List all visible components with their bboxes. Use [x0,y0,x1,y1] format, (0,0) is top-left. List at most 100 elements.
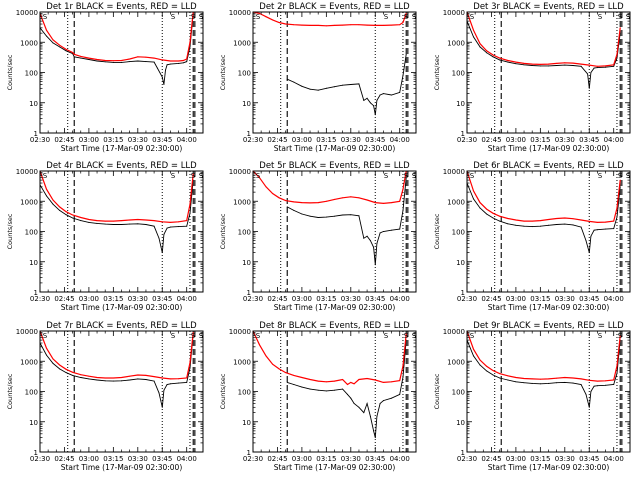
data-point-lld [479,43,481,45]
data-point-lld [342,24,344,26]
data-point-lld [539,220,541,222]
data-point-lld [96,220,98,222]
series-line-lld [39,170,194,224]
x-tick-label: 04:00 [390,455,410,463]
y-tick-label: 1000 [447,198,465,206]
data-point-lld [121,377,122,378]
x-axis-label: Start Time (17-Mar-09 02:30:00) [61,303,183,312]
data-point-events [363,412,365,414]
y-tick-label: 10 [29,259,38,267]
data-point-events [479,207,481,209]
data-point-events [112,224,114,225]
x-tick-label: 02:30 [457,295,477,303]
data-point-events [137,378,139,380]
data-point-events [358,83,360,85]
data-point-events [402,74,404,76]
data-point-events [178,382,179,384]
data-point-events [137,223,139,225]
data-point-lld [178,221,179,223]
detector-panel-9: Det 9r BLACK = Events, RED = LLD Counts/s… [433,321,631,472]
data-point-lld [507,218,509,219]
detector-panel-1: Det 1r BLACK = Events, RED = LLD Counts/s… [6,2,204,153]
data-point-events [52,362,54,364]
data-point-lld [382,24,384,26]
data-point-lld [405,12,407,14]
data-point-lld [342,197,344,199]
y-tick-label: 10000 [229,9,251,17]
data-point-events [301,85,303,87]
x-axis-label: Start Time (17-Mar-09 02:30:00) [61,144,183,153]
y-tick-label: 10 [456,419,465,427]
data-point-events [347,393,348,395]
data-point-lld [293,24,295,26]
data-point-lld [596,221,598,223]
data-point-events [486,52,488,54]
x-tick-label: 03:00 [506,295,526,303]
data-point-events [121,61,122,63]
data-point-lld [605,221,606,223]
data-point-lld [548,378,549,380]
data-point-events [166,64,168,66]
data-point-lld [382,381,384,383]
data-point-events [613,228,615,230]
data-point-events [374,264,376,266]
x-tick-label: 03:15 [530,455,550,463]
data-point-events [588,87,590,89]
series-line-lld [252,170,407,205]
x-tick-label: 03:30 [341,455,361,463]
x-tick-label: 03:15 [530,136,550,144]
data-point-lld [391,381,392,383]
data-point-events [379,94,381,96]
y-axis-label: Counts/sec [433,213,441,249]
data-point-lld [486,50,488,52]
x-tick-label: 03:45 [365,295,385,303]
data-point-lld [596,380,598,382]
data-point-events [145,379,147,380]
data-point-lld [350,381,352,383]
y-tick-label: 1 [461,449,465,457]
data-point-events [596,229,598,231]
y-tick-label: 1 [247,449,251,457]
data-point-lld [556,62,558,64]
y-tick-label: 10 [29,419,38,427]
x-tick-label: 03:30 [128,295,148,303]
x-tick-label: 03:30 [341,295,361,303]
data-point-events [572,65,574,66]
data-point-lld [353,383,355,385]
data-point-lld [285,200,287,202]
data-point-lld [88,375,90,377]
data-point-events [593,385,595,387]
data-point-events [145,61,147,63]
data-point-events [616,372,618,374]
data-point-lld [473,190,474,192]
data-point-lld [515,377,517,378]
data-point-lld [317,380,319,382]
data-point-lld [301,377,303,378]
x-tick-label: 03:15 [530,295,550,303]
data-point-events [59,209,61,211]
y-tick-label: 100 [238,70,251,78]
data-point-events [473,198,474,200]
series-line-events [39,333,194,408]
data-point-lld [121,60,122,61]
data-point-lld [104,60,106,61]
data-point-lld [391,202,392,204]
data-point-events [145,224,147,225]
data-point-events [363,99,365,101]
data-point-events [486,213,488,215]
x-tick-label: 04:00 [604,455,624,463]
corner-marker-left: S [256,13,261,21]
x-tick-label: 03:00 [79,455,99,463]
data-point-lld [334,198,335,200]
data-point-events [499,220,501,222]
data-point-events [161,406,163,408]
x-tick-label: 03:00 [292,455,312,463]
data-point-lld [588,64,590,66]
y-tick-label: 1000 [20,358,38,366]
data-point-lld [52,199,54,201]
data-point-lld [309,379,311,380]
data-point-events [169,226,171,228]
data-point-events [531,382,533,384]
data-point-events [486,370,488,372]
y-tick-label: 100 [25,229,38,237]
